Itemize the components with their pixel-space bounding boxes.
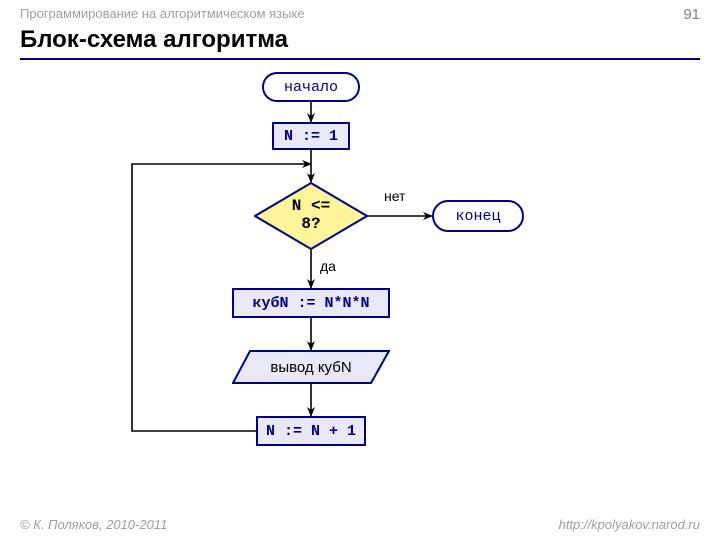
node-increment-label: N := N + 1 <box>266 423 356 440</box>
node-output: вывод кубN <box>232 350 390 384</box>
node-end-label: конец <box>455 208 500 225</box>
node-end: конец <box>432 200 524 232</box>
title-underline <box>20 58 700 60</box>
node-start-label: начало <box>284 79 338 96</box>
node-increment: N := N + 1 <box>256 416 366 446</box>
page-title: Блок-схема алгоритма <box>20 26 288 54</box>
node-init: N := 1 <box>272 122 350 150</box>
edge-label-no: нет <box>384 188 405 204</box>
page-number: 91 <box>683 6 700 23</box>
node-cube: кубN := N*N*N <box>232 288 390 318</box>
node-output-label: вывод кубN <box>232 350 390 384</box>
node-condition: N <=8? <box>254 182 368 250</box>
footer-url: http://kpolyakov.narod.ru <box>559 517 700 532</box>
node-init-label: N := 1 <box>284 128 338 145</box>
flowchart: начало N := 1 N <=8? кубN := N*N*N вывод… <box>0 64 720 524</box>
edge-label-yes: да <box>320 258 336 274</box>
footer-copyright: © К. Поляков, 2010-2011 <box>20 517 167 532</box>
header-context: Программирование на алгоритмическом язык… <box>20 6 700 21</box>
node-condition-label: N <=8? <box>254 182 368 250</box>
node-cube-label: кубN := N*N*N <box>252 295 369 312</box>
node-start: начало <box>262 72 360 102</box>
